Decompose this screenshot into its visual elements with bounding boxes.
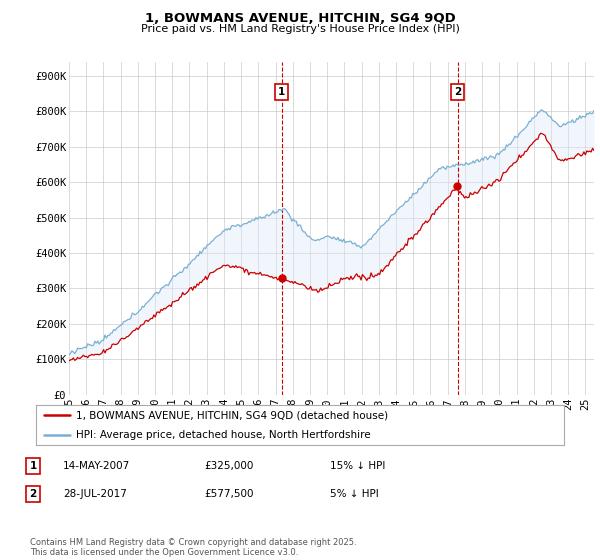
Text: 1, BOWMANS AVENUE, HITCHIN, SG4 9QD: 1, BOWMANS AVENUE, HITCHIN, SG4 9QD bbox=[145, 12, 455, 25]
Text: 5% ↓ HPI: 5% ↓ HPI bbox=[330, 489, 379, 499]
Text: 2: 2 bbox=[29, 489, 37, 499]
Text: 1, BOWMANS AVENUE, HITCHIN, SG4 9QD (detached house): 1, BOWMANS AVENUE, HITCHIN, SG4 9QD (det… bbox=[76, 410, 388, 421]
Text: £325,000: £325,000 bbox=[204, 461, 253, 471]
Text: 1: 1 bbox=[29, 461, 37, 471]
Text: 28-JUL-2017: 28-JUL-2017 bbox=[63, 489, 127, 499]
Text: HPI: Average price, detached house, North Hertfordshire: HPI: Average price, detached house, Nort… bbox=[76, 430, 370, 440]
Text: 15% ↓ HPI: 15% ↓ HPI bbox=[330, 461, 385, 471]
Text: Contains HM Land Registry data © Crown copyright and database right 2025.
This d: Contains HM Land Registry data © Crown c… bbox=[30, 538, 356, 557]
Text: 1: 1 bbox=[278, 87, 286, 96]
Text: Price paid vs. HM Land Registry's House Price Index (HPI): Price paid vs. HM Land Registry's House … bbox=[140, 24, 460, 34]
Text: 14-MAY-2007: 14-MAY-2007 bbox=[63, 461, 130, 471]
Text: 2: 2 bbox=[454, 87, 461, 96]
Text: £577,500: £577,500 bbox=[204, 489, 254, 499]
